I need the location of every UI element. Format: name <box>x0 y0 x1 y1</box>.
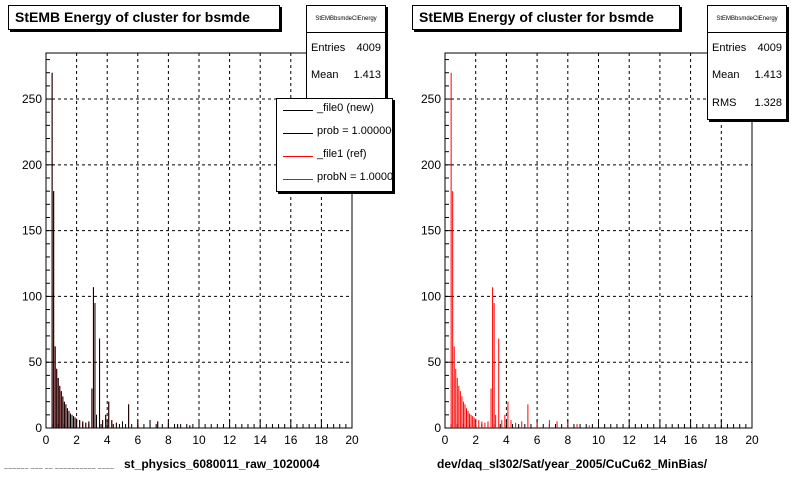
x-tick-label: 6 <box>134 433 141 447</box>
legend-label: prob = 1.000000 <box>317 125 393 137</box>
x-tick-label: 18 <box>715 433 729 447</box>
x-tick-label: 12 <box>623 433 637 447</box>
legend-line-black <box>283 110 313 111</box>
right-stats-rms: RMS 1.328 <box>712 95 782 111</box>
y-tick-label: 0 <box>35 421 42 435</box>
legend-entry-file1: _file1 (ref) <box>277 145 392 167</box>
right-panel-title: StEMB Energy of cluster for bsmde <box>412 5 680 30</box>
left-stats-name: StEMBbsmdeClEnergy <box>307 6 385 33</box>
legend: _file0 (new) prob = 1.000000 _file1 (ref… <box>276 98 393 192</box>
left-stats-entries: Entries 4009 <box>311 40 381 56</box>
y-tick-label: 50 <box>29 355 43 369</box>
right-stats-box: StEMBbsmdeClEnergy Entries 4009 Mean 1.4… <box>707 5 787 120</box>
y-tick-label: 100 <box>22 289 42 303</box>
footer-timestamp: ~~~~~~ ~~~ ~~ ~~~~~~~~~~ ~~~~ <box>4 466 114 473</box>
legend-label: probN = 1.000000 <box>317 171 393 183</box>
x-tick-label: 8 <box>564 433 571 447</box>
x-tick-label: 12 <box>223 433 237 447</box>
x-tick-label: 2 <box>73 433 80 447</box>
y-tick-label: 200 <box>22 158 42 172</box>
legend-entry-file0: _file0 (new) <box>277 99 392 121</box>
y-tick-label: 250 <box>421 92 441 106</box>
x-tick-label: 10 <box>592 433 606 447</box>
x-tick-label: 16 <box>284 433 298 447</box>
x-tick-label: 0 <box>442 433 449 447</box>
right-stats-mean: Mean 1.413 <box>712 67 782 83</box>
legend-entry-prob: prob = 1.000000 <box>277 122 393 144</box>
x-tick-label: 2 <box>472 433 479 447</box>
right-stats-name: StEMBbsmdeClEnergy <box>708 6 786 33</box>
left-stats-box: StEMBbsmdeClEnergy Entries 4009 Mean 1.4… <box>306 5 386 99</box>
left-panel-title: StEMB Energy of cluster for bsmde <box>8 5 280 30</box>
x-tick-label: 18 <box>315 433 329 447</box>
x-tick-label: 4 <box>104 433 111 447</box>
x-tick-label: 20 <box>345 433 359 447</box>
x-tick-label: 8 <box>165 433 172 447</box>
y-tick-label: 150 <box>22 224 42 238</box>
right-stats-entries: Entries 4009 <box>712 40 782 56</box>
legend-line-black <box>283 133 313 134</box>
x-tick-label: 6 <box>534 433 541 447</box>
x-tick-label: 20 <box>745 433 759 447</box>
stats-value: 1.328 <box>754 97 782 109</box>
legend-line-red <box>283 179 313 180</box>
stats-label: Mean <box>311 69 339 81</box>
legend-entry-probn: probN = 1.000000 <box>277 168 393 190</box>
x-tick-label: 16 <box>684 433 698 447</box>
x-tick-label: 14 <box>653 433 667 447</box>
legend-label: _file1 (ref) <box>317 148 367 160</box>
y-tick-label: 100 <box>421 289 441 303</box>
x-tick-label: 0 <box>43 433 50 447</box>
left-stats-mean: Mean 1.413 <box>311 67 381 83</box>
stats-label: Mean <box>712 69 740 81</box>
stats-value: 1.413 <box>754 69 782 81</box>
stats-label: Entries <box>311 42 346 54</box>
right-x-axis-title: dev/daq_sl302/Sat/year_2005/CuCu62_MinBi… <box>437 457 708 471</box>
legend-line-red <box>283 156 313 157</box>
y-tick-label: 150 <box>421 224 441 238</box>
y-tick-label: 50 <box>428 355 442 369</box>
stats-value: 4009 <box>757 42 782 54</box>
stats-value: 4009 <box>356 42 381 54</box>
x-tick-label: 14 <box>254 433 268 447</box>
x-tick-label: 10 <box>192 433 206 447</box>
legend-label: _file0 (new) <box>317 102 374 114</box>
left-x-axis-title: st_physics_6080011_raw_1020004 <box>124 457 320 471</box>
y-tick-label: 200 <box>421 158 441 172</box>
y-tick-label: 250 <box>22 92 42 106</box>
y-tick-label: 0 <box>434 421 441 435</box>
stats-value: 1.413 <box>353 69 381 81</box>
stats-label: RMS <box>712 97 737 109</box>
x-tick-label: 4 <box>503 433 510 447</box>
stats-label: Entries <box>712 42 747 54</box>
